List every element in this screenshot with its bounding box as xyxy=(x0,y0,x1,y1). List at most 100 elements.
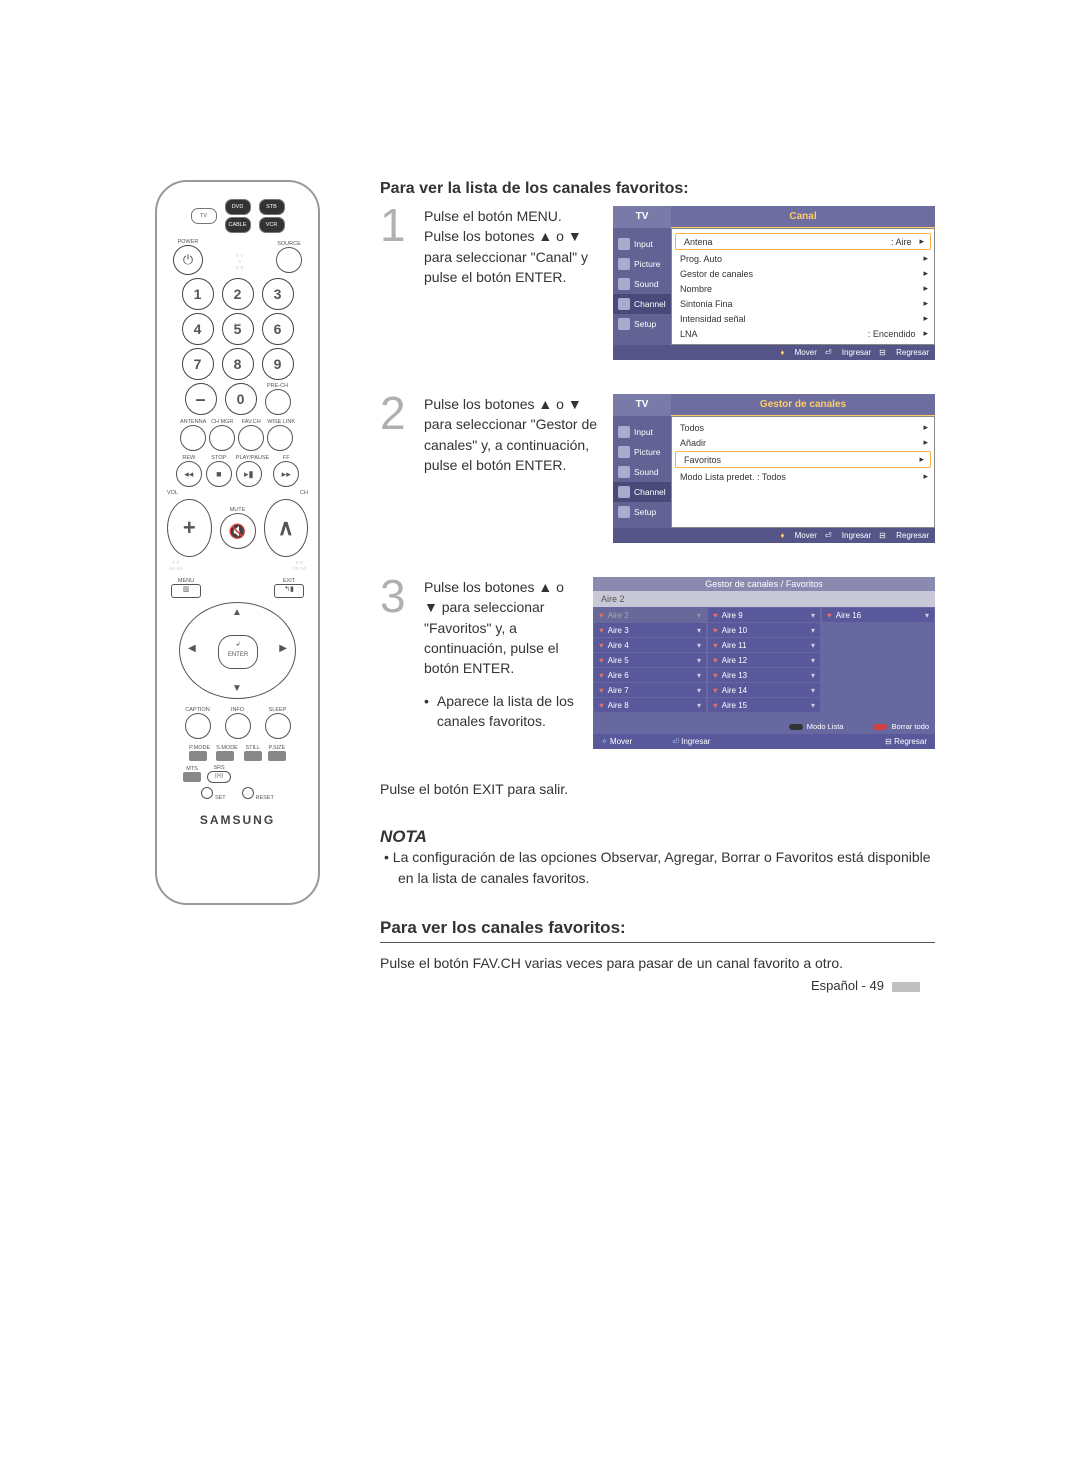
caption-button xyxy=(185,713,211,739)
info-label: INFO xyxy=(225,707,251,713)
still-button xyxy=(244,751,262,761)
osd3-nav-ingresar: Ingresar xyxy=(681,737,710,746)
num-2: 2 xyxy=(222,278,254,310)
power-label: POWER xyxy=(173,239,203,245)
stop-label: STOP xyxy=(206,455,232,461)
osd1-sidebar: Input Picture Sound Channel Setup xyxy=(613,228,671,345)
osd2-side-picture: Picture xyxy=(634,447,660,457)
prech-label: PRE-CH xyxy=(265,383,291,389)
remote-mode-stb: STB xyxy=(259,199,285,215)
wiselink-label: WISE LINK xyxy=(267,419,295,425)
step-1-number: 1 xyxy=(380,206,410,244)
osd3-ch-aire16: Aire 16 xyxy=(836,611,861,620)
antenna-label: ANTENNA xyxy=(180,419,206,425)
rew-button: ◂◂ xyxy=(176,461,202,487)
remote-mode-cable: CABLE xyxy=(225,217,251,233)
still-label: STILL xyxy=(244,745,262,751)
num-9: 9 xyxy=(262,348,294,380)
wiselink-button xyxy=(267,425,293,451)
nota-heading: NOTA xyxy=(380,827,935,847)
num-5: 5○ ○ xyxy=(222,313,254,345)
dash-button: – xyxy=(185,383,217,415)
section-1-title: Para ver la lista de los canales favorit… xyxy=(380,180,935,198)
stop-button: ■ xyxy=(206,461,232,487)
smode-label: S.MODE xyxy=(216,745,238,751)
brand-logo: SAMSUNG xyxy=(165,813,310,827)
step-2: 2 Pulse los botones ▲ o ▼ para seleccion… xyxy=(380,394,935,543)
osd3-ch-aire4: Aire 4 xyxy=(608,641,629,650)
vol-label: VOL xyxy=(167,490,178,496)
num-6: 6 xyxy=(262,313,294,345)
reset-label: RESET xyxy=(255,795,273,801)
favch-label: FAV.CH xyxy=(238,419,264,425)
chmgr-button xyxy=(209,425,235,451)
osd1-side-channel: Channel xyxy=(634,299,666,309)
osd1-footer: ♦ Mover⏎ Ingresar⊟ Regresar xyxy=(613,345,935,360)
num-4: 4 xyxy=(182,313,214,345)
step-3-text-main: Pulse los botones ▲ o ▼ para seleccionar… xyxy=(424,579,564,676)
osd2-foot-ingresar: Ingresar xyxy=(842,531,871,540)
favch-button xyxy=(238,425,264,451)
info-button xyxy=(225,713,251,739)
osd3-borrartodo: Borrar todo xyxy=(891,722,929,731)
osd2-footer: ♦ Mover⏎ Ingresar⊟ Regresar xyxy=(613,528,935,543)
osd1-row-intensidad: Intensidad señal xyxy=(680,314,915,324)
page-footer: Español - 49 xyxy=(811,978,920,993)
step-2-text: Pulse los botones ▲ o ▼ para seleccionar… xyxy=(424,394,599,475)
osd1-row-lna-val: : Encendido xyxy=(868,329,916,339)
osd1-row-gestor: Gestor de canales xyxy=(680,269,915,279)
mts-button xyxy=(183,772,201,782)
osd2-side-channel: Channel xyxy=(634,487,666,497)
nota-text: La configuración de las opciones Observa… xyxy=(398,847,935,888)
play-button: ▸▮ xyxy=(236,461,262,487)
vol-rocker: + xyxy=(167,499,212,557)
osd3-ch-aire5: Aire 5 xyxy=(608,656,629,665)
antenna-button xyxy=(180,425,206,451)
exit-button: ↰▮ xyxy=(274,584,304,598)
osd2-row-favoritos: Favoritos xyxy=(684,455,911,465)
osd2-sidebar: Input Picture Sound Channel Setup xyxy=(613,416,671,528)
num-0: 0 xyxy=(225,383,257,415)
ch-label: CH xyxy=(300,490,308,496)
osd3-ch-aire14: Aire 14 xyxy=(722,686,747,695)
step-3-text: Pulse los botones ▲ o ▼ para seleccionar… xyxy=(424,577,579,732)
page-number: Español - 49 xyxy=(811,978,884,993)
osd2-tv-label: TV xyxy=(613,394,671,416)
osd2-row-todos: Todos xyxy=(680,423,915,433)
osd1-row-lna: LNA xyxy=(680,329,868,339)
step-1-text: Pulse el botón MENU. Pulse los botones ▲… xyxy=(424,206,599,287)
psize-label: P.SIZE xyxy=(268,745,286,751)
ff-button: ▸▸ xyxy=(273,461,299,487)
section-2-body: Pulse el botón FAV.CH varias veces para … xyxy=(380,953,935,973)
osd1-row-progauto: Prog. Auto xyxy=(680,254,915,264)
num-8: 8 xyxy=(222,348,254,380)
osd3-ch-aire11: Aire 11 xyxy=(722,641,747,650)
osd3-ch-aire13: Aire 13 xyxy=(722,671,747,680)
smode-button xyxy=(216,751,234,761)
srs-button: ((•)) xyxy=(207,771,231,783)
osd3-ch-aire3: Aire 3 xyxy=(608,626,629,635)
exit-instruction: Pulse el botón EXIT para salir. xyxy=(380,779,935,799)
osd3-nav-mover: Mover xyxy=(610,737,632,746)
srs-label: SRS xyxy=(207,765,231,771)
osd2-foot-regresar: Regresar xyxy=(896,531,929,540)
sleep-button xyxy=(265,713,291,739)
osd-screenshot-3: Gestor de canales / Favoritos Aire 2 ♥Ai… xyxy=(593,577,935,749)
mute-label: MUTE xyxy=(220,507,256,513)
play-label: PLAY/PAUSE xyxy=(236,455,269,461)
osd1-row-sintonia: Sintonia Fina xyxy=(680,299,915,309)
sleep-label: SLEEP xyxy=(265,707,291,713)
enter-button: ↲ENTER xyxy=(218,635,258,669)
osd3-ch-aire10: Aire 10 xyxy=(722,626,747,635)
pmode-button xyxy=(189,751,207,761)
osd3-ch-aire12: Aire 12 xyxy=(722,656,747,665)
remote-mode-tv: TV xyxy=(191,208,217,224)
osd1-foot-ingresar: Ingresar xyxy=(842,348,871,357)
step-3: 3 Pulse los botones ▲ o ▼ para seleccion… xyxy=(380,577,935,749)
bullet-dot: • xyxy=(424,692,429,731)
prech-button xyxy=(265,389,291,415)
osd3-ch-aire2: Aire 2 xyxy=(608,611,629,620)
osd1-main: Antena: Aire▸ Prog. Auto▸ Gestor de cana… xyxy=(671,228,935,345)
osd3-modolista: Modo Lista xyxy=(807,722,844,731)
osd3-bottom-bar: Modo Lista Borrar todo xyxy=(593,719,935,734)
